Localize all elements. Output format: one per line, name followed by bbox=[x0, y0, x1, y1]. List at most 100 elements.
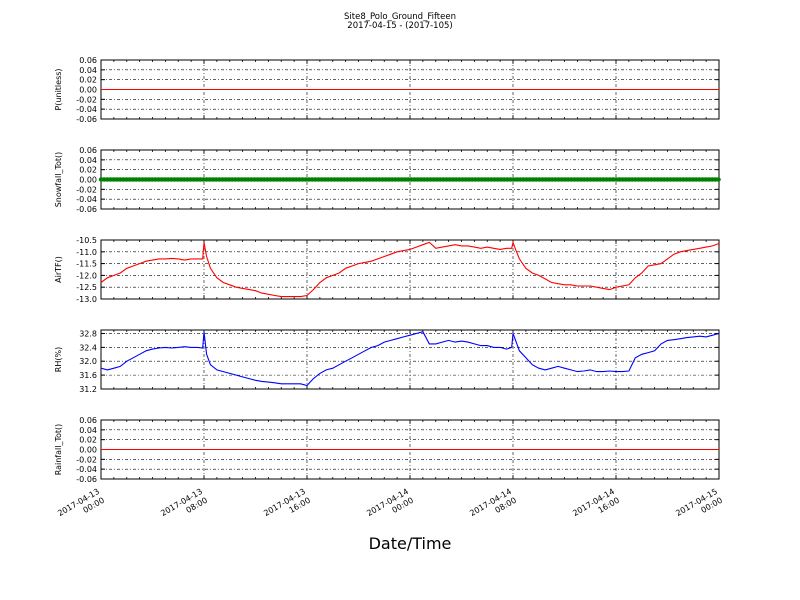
y-tick-label: -0.02 bbox=[76, 185, 97, 194]
series-marker bbox=[239, 177, 244, 182]
series-marker bbox=[495, 177, 500, 182]
series-marker bbox=[700, 177, 705, 182]
series-marker bbox=[194, 177, 200, 182]
series-marker bbox=[626, 177, 632, 182]
series-marker bbox=[185, 177, 190, 182]
series-marker bbox=[470, 177, 475, 182]
series-marker bbox=[188, 177, 193, 182]
series-marker bbox=[156, 177, 161, 182]
series-marker bbox=[105, 177, 110, 182]
x-tick-label: 2017-04-1408:00 bbox=[468, 487, 518, 527]
series-marker bbox=[527, 177, 532, 182]
series-marker bbox=[623, 177, 628, 182]
series-marker bbox=[553, 177, 558, 182]
series-line bbox=[100, 331, 720, 387]
series-marker bbox=[476, 177, 481, 182]
panel-2: 0.060.040.020.00-0.02-0.04-0.06 Snowfall_… bbox=[54, 146, 721, 214]
x-axis-label: Date/Time bbox=[368, 534, 452, 553]
series-marker bbox=[306, 177, 312, 182]
series-marker bbox=[431, 177, 436, 182]
series-marker bbox=[521, 177, 526, 182]
series-marker bbox=[508, 177, 513, 182]
series-marker bbox=[575, 177, 580, 182]
x-tick-label: 2017-04-1500:00 bbox=[674, 487, 724, 527]
panel-3: -10.5 -11.0 -11.5 -12.0 -12.5 -13.0 AirTF() bbox=[54, 236, 720, 304]
series-marker bbox=[422, 177, 427, 182]
series-marker bbox=[134, 177, 139, 182]
y-tick-label: 0.02 bbox=[79, 76, 97, 85]
series-marker bbox=[290, 177, 296, 182]
series-marker bbox=[284, 177, 289, 182]
series-marker bbox=[633, 177, 638, 182]
series-marker bbox=[716, 177, 721, 182]
chart-subtitle: 2017-04-15 - (2017-105) bbox=[347, 21, 453, 31]
series-marker bbox=[297, 177, 302, 182]
series-marker bbox=[226, 177, 232, 182]
series-marker bbox=[486, 177, 491, 182]
series-marker bbox=[271, 177, 276, 182]
series-marker bbox=[652, 177, 657, 182]
series-marker bbox=[246, 177, 251, 182]
series-marker bbox=[255, 177, 260, 182]
series-marker bbox=[399, 177, 404, 182]
series-marker bbox=[543, 177, 548, 182]
series-marker bbox=[694, 177, 699, 182]
series-marker bbox=[668, 177, 673, 182]
chart-title: Site8_Polo_Ground_Fifteen bbox=[344, 12, 456, 22]
y-tick-label: 0.00 bbox=[79, 446, 97, 455]
series-marker bbox=[175, 177, 180, 182]
series-marker bbox=[620, 177, 625, 182]
series-marker bbox=[294, 177, 299, 182]
series-marker bbox=[396, 177, 401, 182]
series-marker bbox=[412, 177, 417, 182]
series-marker bbox=[649, 177, 654, 182]
series-marker bbox=[601, 177, 606, 182]
series-marker bbox=[102, 177, 107, 182]
y-tick-label: -0.02 bbox=[76, 95, 97, 104]
series-marker bbox=[585, 177, 590, 182]
series-marker bbox=[390, 177, 395, 182]
series-marker bbox=[198, 177, 203, 182]
y-tick-label: 0.06 bbox=[79, 416, 97, 425]
series-marker bbox=[351, 177, 356, 182]
series-marker bbox=[492, 177, 497, 182]
y-tick-label: 32.4 bbox=[79, 343, 97, 352]
y-axis-label: Rainfall_Tot() bbox=[54, 424, 63, 476]
series-marker bbox=[518, 177, 523, 182]
series-marker bbox=[655, 177, 660, 182]
series-marker bbox=[530, 177, 536, 182]
series-marker bbox=[687, 177, 692, 182]
series-marker bbox=[386, 177, 392, 182]
series-marker bbox=[505, 177, 510, 182]
series-marker bbox=[383, 177, 388, 182]
series-marker bbox=[316, 177, 321, 182]
panel-5: 0.060.040.020.00-0.02-0.04-0.06 Rainfall_… bbox=[54, 416, 720, 484]
series-marker bbox=[140, 177, 145, 182]
series-marker bbox=[169, 177, 174, 182]
series-marker bbox=[463, 177, 468, 182]
series-marker bbox=[127, 177, 132, 182]
series-marker bbox=[665, 177, 670, 182]
panel-1: 0.060.040.020.00-0.02-0.04-0.06 P(unitles… bbox=[54, 56, 720, 124]
y-tick-label: 0.04 bbox=[79, 156, 97, 165]
series-marker bbox=[546, 177, 552, 182]
series-marker bbox=[348, 177, 353, 182]
series-marker bbox=[604, 177, 609, 182]
series-marker bbox=[671, 177, 676, 182]
x-tick-label: 2017-04-1416:00 bbox=[571, 487, 621, 527]
y-tick-label: -0.04 bbox=[76, 465, 97, 474]
series-marker bbox=[345, 177, 350, 182]
series-marker bbox=[393, 177, 398, 182]
series-marker bbox=[367, 177, 372, 182]
y-axis-label: Snowfall_Tot() bbox=[54, 152, 63, 208]
series-marker bbox=[252, 177, 257, 182]
series-marker bbox=[114, 177, 120, 182]
y-tick-label: 0.04 bbox=[79, 426, 97, 435]
series-marker bbox=[466, 177, 472, 182]
series-marker bbox=[223, 177, 228, 182]
series-marker bbox=[594, 177, 600, 182]
series-marker bbox=[556, 177, 561, 182]
series-marker bbox=[322, 177, 328, 182]
y-axis-label: AirTF() bbox=[54, 256, 63, 283]
series-line bbox=[100, 240, 720, 298]
